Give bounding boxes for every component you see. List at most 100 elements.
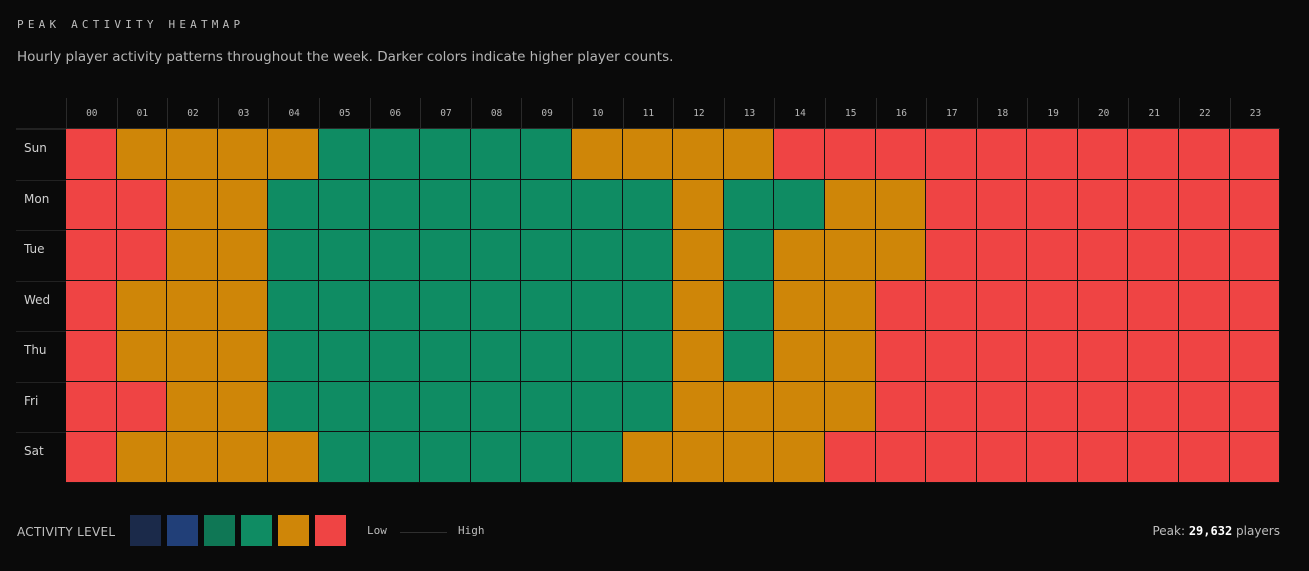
heatmap-cell[interactable] [571, 179, 623, 230]
heatmap-cell[interactable] [976, 432, 1028, 483]
heatmap-cell[interactable] [66, 331, 117, 382]
heatmap-cell[interactable] [470, 179, 522, 230]
heatmap-cell[interactable] [1077, 230, 1129, 281]
heatmap-cell[interactable] [1229, 381, 1281, 432]
heatmap-cell[interactable] [774, 381, 825, 432]
heatmap-cell[interactable] [875, 381, 927, 432]
heatmap-cell[interactable] [1128, 381, 1180, 432]
heatmap-cell[interactable] [673, 381, 724, 432]
heatmap-cell[interactable] [318, 381, 370, 432]
heatmap-cell[interactable] [622, 230, 674, 281]
heatmap-cell[interactable] [673, 280, 724, 331]
heatmap-cell[interactable] [976, 280, 1028, 331]
heatmap-cell[interactable] [1229, 129, 1281, 180]
heatmap-cell[interactable] [1229, 331, 1281, 382]
heatmap-cell[interactable] [723, 280, 775, 331]
heatmap-cell[interactable] [167, 432, 218, 483]
heatmap-cell[interactable] [470, 230, 522, 281]
heatmap-cell[interactable] [217, 179, 269, 230]
heatmap-cell[interactable] [824, 280, 876, 331]
heatmap-cell[interactable] [1179, 179, 1230, 230]
heatmap-cell[interactable] [420, 230, 471, 281]
heatmap-cell[interactable] [723, 381, 775, 432]
heatmap-cell[interactable] [268, 280, 319, 331]
heatmap-cell[interactable] [369, 230, 421, 281]
heatmap-cell[interactable] [976, 331, 1028, 382]
heatmap-cell[interactable] [1229, 432, 1281, 483]
heatmap-cell[interactable] [217, 432, 269, 483]
heatmap-cell[interactable] [1179, 129, 1230, 180]
heatmap-cell[interactable] [116, 381, 168, 432]
heatmap-cell[interactable] [318, 129, 370, 180]
heatmap-cell[interactable] [1179, 381, 1230, 432]
heatmap-cell[interactable] [116, 432, 168, 483]
heatmap-cell[interactable] [875, 179, 927, 230]
heatmap-cell[interactable] [521, 381, 572, 432]
heatmap-cell[interactable] [318, 230, 370, 281]
heatmap-cell[interactable] [521, 129, 572, 180]
heatmap-cell[interactable] [1179, 280, 1230, 331]
heatmap-cell[interactable] [369, 381, 421, 432]
heatmap-cell[interactable] [1077, 129, 1129, 180]
heatmap-cell[interactable] [926, 179, 977, 230]
heatmap-cell[interactable] [116, 129, 168, 180]
heatmap-cell[interactable] [470, 129, 522, 180]
heatmap-cell[interactable] [521, 280, 572, 331]
heatmap-cell[interactable] [167, 280, 218, 331]
heatmap-cell[interactable] [723, 331, 775, 382]
heatmap-cell[interactable] [673, 230, 724, 281]
heatmap-cell[interactable] [1179, 331, 1230, 382]
heatmap-cell[interactable] [1128, 331, 1180, 382]
heatmap-cell[interactable] [571, 381, 623, 432]
heatmap-cell[interactable] [470, 280, 522, 331]
heatmap-cell[interactable] [167, 230, 218, 281]
heatmap-cell[interactable] [622, 331, 674, 382]
heatmap-cell[interactable] [976, 129, 1028, 180]
heatmap-cell[interactable] [673, 129, 724, 180]
heatmap-cell[interactable] [1077, 280, 1129, 331]
heatmap-cell[interactable] [1229, 230, 1281, 281]
heatmap-cell[interactable] [976, 230, 1028, 281]
heatmap-cell[interactable] [824, 331, 876, 382]
heatmap-cell[interactable] [521, 432, 572, 483]
heatmap-cell[interactable] [622, 280, 674, 331]
heatmap-cell[interactable] [1027, 381, 1078, 432]
heatmap-cell[interactable] [622, 179, 674, 230]
heatmap-cell[interactable] [571, 331, 623, 382]
heatmap-cell[interactable] [976, 179, 1028, 230]
heatmap-cell[interactable] [66, 179, 117, 230]
heatmap-cell[interactable] [673, 331, 724, 382]
heatmap-cell[interactable] [470, 432, 522, 483]
heatmap-cell[interactable] [571, 230, 623, 281]
heatmap-cell[interactable] [1027, 432, 1078, 483]
heatmap-cell[interactable] [774, 129, 825, 180]
heatmap-cell[interactable] [369, 129, 421, 180]
heatmap-cell[interactable] [1077, 179, 1129, 230]
heatmap-cell[interactable] [1128, 230, 1180, 281]
heatmap-cell[interactable] [420, 432, 471, 483]
heatmap-cell[interactable] [66, 129, 117, 180]
heatmap-cell[interactable] [66, 381, 117, 432]
heatmap-cell[interactable] [217, 381, 269, 432]
heatmap-cell[interactable] [1179, 432, 1230, 483]
heatmap-cell[interactable] [116, 179, 168, 230]
heatmap-cell[interactable] [1229, 179, 1281, 230]
heatmap-cell[interactable] [824, 381, 876, 432]
heatmap-cell[interactable] [875, 331, 927, 382]
heatmap-cell[interactable] [521, 179, 572, 230]
heatmap-cell[interactable] [1128, 432, 1180, 483]
heatmap-cell[interactable] [217, 129, 269, 180]
heatmap-cell[interactable] [217, 280, 269, 331]
heatmap-cell[interactable] [318, 179, 370, 230]
heatmap-cell[interactable] [521, 331, 572, 382]
heatmap-cell[interactable] [723, 129, 775, 180]
heatmap-cell[interactable] [723, 432, 775, 483]
heatmap-cell[interactable] [1077, 331, 1129, 382]
heatmap-cell[interactable] [571, 432, 623, 483]
heatmap-cell[interactable] [66, 432, 117, 483]
heatmap-cell[interactable] [420, 129, 471, 180]
heatmap-cell[interactable] [521, 230, 572, 281]
heatmap-cell[interactable] [66, 280, 117, 331]
heatmap-cell[interactable] [926, 280, 977, 331]
heatmap-cell[interactable] [369, 331, 421, 382]
